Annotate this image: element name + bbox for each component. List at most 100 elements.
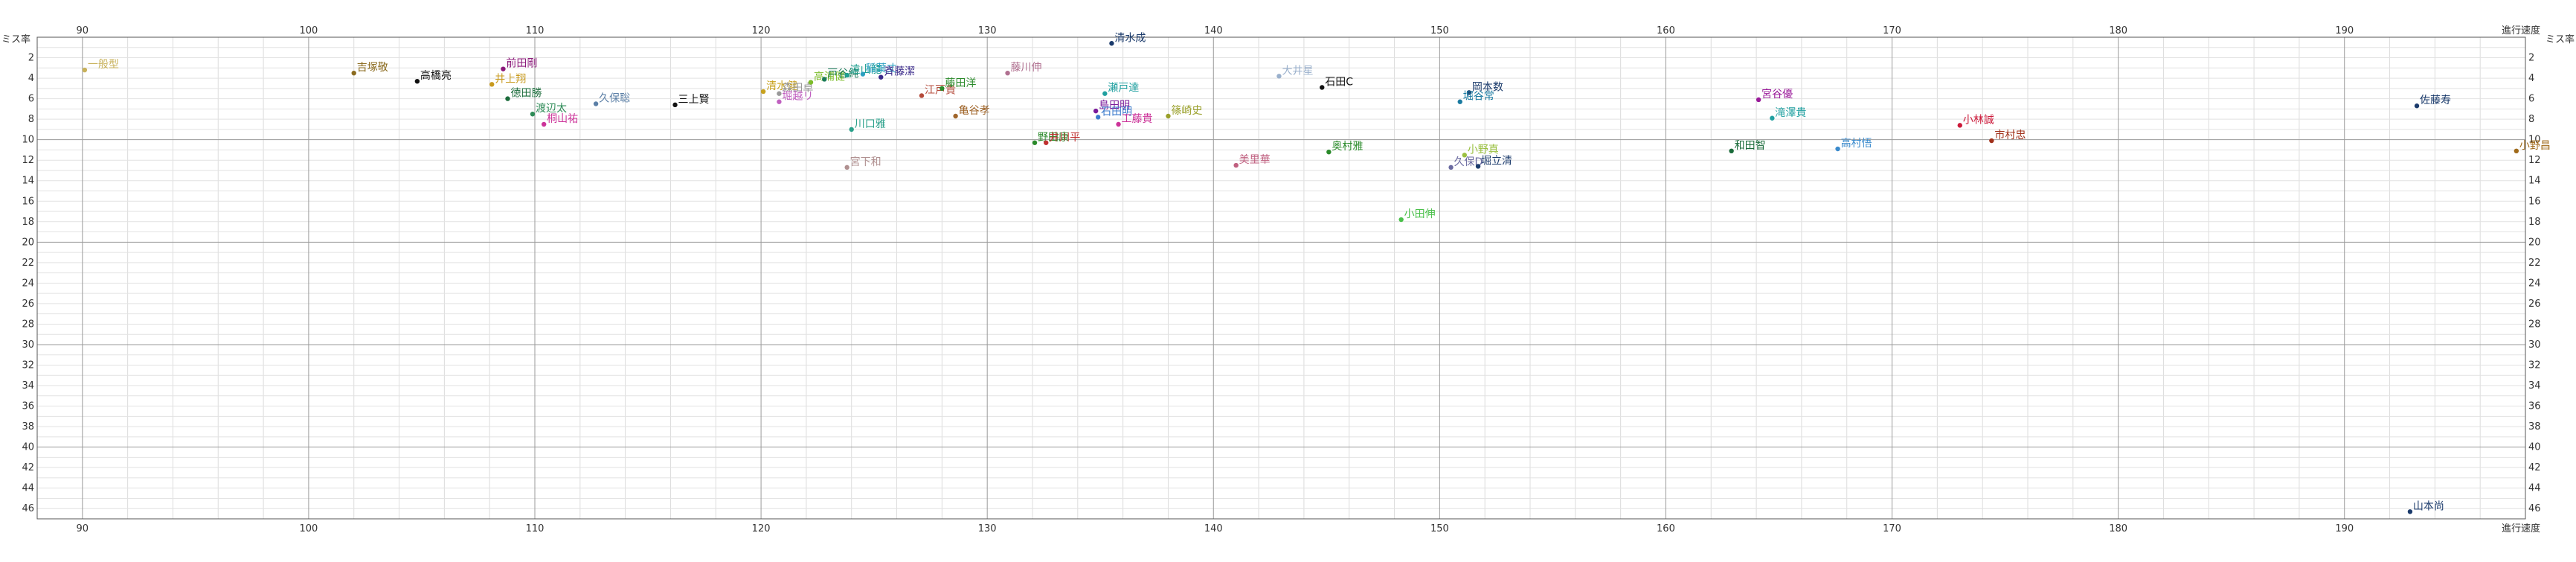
data-point (1233, 162, 1239, 168)
data-point-label: 市村忠 (1994, 129, 2026, 141)
data-point (760, 89, 766, 95)
data-point-label: 宮下和 (850, 156, 881, 168)
data-point (919, 93, 925, 98)
data-point-label: 小野昌 (2519, 140, 2551, 152)
y-tick-label-left: 36 (22, 401, 34, 412)
data-point-label: 宮谷優 (1761, 89, 1793, 100)
data-point-label: 小野真 (1468, 144, 1499, 156)
y-tick-label-left: 28 (22, 319, 34, 330)
x-tick-label-top: 110 (526, 25, 545, 36)
y-tick-label-left: 10 (22, 135, 34, 146)
data-point-label: 吉塚敬 (357, 62, 388, 74)
data-point (1475, 164, 1481, 169)
y-tick-label-left: 42 (22, 462, 34, 473)
y-tick-label-right: 22 (2528, 258, 2541, 269)
x-tick-label-bottom: 120 (752, 523, 771, 534)
y-axis-label-right: ミス率 (2546, 33, 2575, 45)
data-point (351, 70, 356, 76)
data-point (1320, 85, 1325, 90)
data-point-label: 岡本数 (1472, 81, 1503, 93)
y-tick-label-right: 10 (2528, 135, 2541, 146)
data-point (822, 77, 827, 82)
y-tick-label-right: 28 (2528, 319, 2541, 330)
data-point (1326, 149, 1332, 155)
data-point (777, 99, 782, 104)
data-point-label: 大井星 (1282, 65, 1313, 77)
y-axis-label-left: ミス率 (1, 33, 30, 45)
data-point-label: 瀬戸達 (1108, 83, 1139, 95)
data-point (2407, 509, 2413, 514)
data-point (879, 74, 884, 80)
data-point (414, 78, 420, 84)
data-point-label: 清水成 (1114, 32, 1146, 44)
x-tick-label-top: 120 (752, 25, 771, 36)
major-gridlines (37, 36, 2525, 519)
data-point-label: 高村悟 (1841, 137, 1872, 150)
x-tick-label-top: 90 (77, 25, 89, 36)
y-tick-label-right: 2 (2528, 53, 2534, 64)
y-tick-label-right: 40 (2528, 442, 2541, 453)
data-point-label: 前田剛 (506, 57, 537, 70)
y-tick-label-right: 8 (2528, 114, 2534, 125)
data-point (844, 165, 849, 170)
data-point (1095, 115, 1101, 120)
y-tick-label-right: 16 (2528, 196, 2541, 207)
y-tick-label-left: 38 (22, 421, 34, 432)
y-tick-label-right: 36 (2528, 401, 2541, 412)
data-point-label: 石田C (1325, 76, 1353, 88)
data-point-label: 桐山祐 (547, 113, 578, 125)
data-point-label: 島田明 (1099, 100, 1130, 112)
data-point (1835, 146, 1840, 152)
data-point-label: 堀谷常 (1463, 91, 1494, 103)
data-point (82, 67, 88, 73)
x-tick-label-bottom: 160 (1657, 523, 1675, 534)
x-axis-label-bottom: 進行速度 (2502, 523, 2540, 534)
x-tick-label-bottom: 180 (2109, 523, 2127, 534)
y-tick-label-right: 26 (2528, 298, 2541, 310)
data-point-label: 藤川伸 (1011, 62, 1042, 74)
data-point (1005, 70, 1010, 76)
x-axis-label-top: 進行速度 (2502, 25, 2540, 36)
data-point (672, 102, 678, 108)
data-point-label: 斉藤潔 (884, 66, 915, 78)
x-tick-label-bottom: 140 (1204, 523, 1223, 534)
data-point-label: 徳田勝 (511, 88, 542, 100)
data-point (1116, 121, 1121, 127)
data-point (844, 72, 849, 78)
data-point-label: 山本尚 (2413, 500, 2444, 512)
x-tick-label-bottom: 110 (526, 523, 545, 534)
y-tick-label-left: 4 (28, 73, 34, 84)
data-point (777, 91, 782, 96)
data-point-label: 堀立清 (1481, 155, 1512, 167)
x-tick-label-top: 100 (299, 25, 318, 36)
data-point (808, 80, 814, 85)
plot-frame (36, 36, 2526, 520)
data-point (1448, 165, 1454, 170)
data-point (1102, 91, 1108, 96)
x-tick-label-bottom: 90 (77, 523, 89, 534)
data-point-label: 稲葉丈 (866, 63, 897, 75)
data-point (1957, 123, 1962, 128)
y-tick-label-right: 30 (2528, 339, 2541, 351)
x-tick-label-top: 160 (1657, 25, 1675, 36)
data-point-label: 渡辺太 (536, 103, 567, 115)
data-point-label: 滝澤貴 (1775, 107, 1806, 119)
y-tick-label-left: 32 (22, 360, 34, 371)
data-point (1989, 138, 1994, 144)
data-point (1032, 140, 1038, 145)
data-point-label: 佐藤寿 (2420, 94, 2451, 106)
data-point-label: 森田卓 (782, 83, 813, 95)
data-point (1398, 217, 1404, 223)
x-tick-label-top: 170 (1883, 25, 1901, 36)
y-tick-label-left: 14 (22, 176, 34, 187)
data-point (2514, 148, 2519, 154)
data-point-label: 工藤貴 (1122, 113, 1153, 125)
data-point-label: 一般型 (88, 59, 119, 71)
x-tick-label-top: 180 (2109, 25, 2127, 36)
data-point-label: 井上翔 (495, 73, 526, 85)
data-point-label: 戸谷純 (827, 68, 858, 80)
x-tick-label-top: 150 (1430, 25, 1449, 36)
data-point (1166, 113, 1171, 119)
